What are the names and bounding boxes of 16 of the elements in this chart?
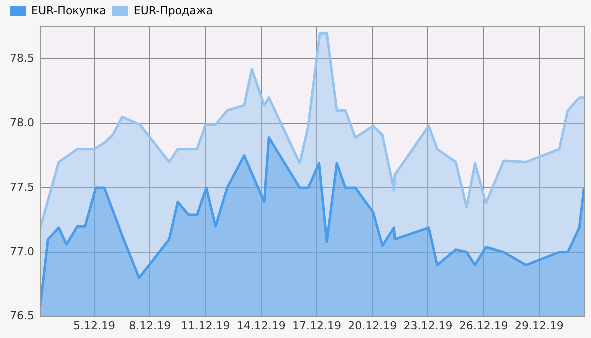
x-tick-label: 17.12.19 <box>292 319 342 332</box>
x-tick-label: 5.12.19 <box>74 319 116 332</box>
x-tick-label: 11.12.19 <box>181 319 230 332</box>
y-tick-label: 76.5 <box>10 310 34 323</box>
legend-label: EUR-Продажа <box>134 4 214 18</box>
x-tick-label: 14.12.19 <box>236 319 286 332</box>
y-tick-label: 77.0 <box>10 245 34 258</box>
x-tick-label: 29.12.19 <box>514 319 564 332</box>
y-tick-label: 78.5 <box>10 52 34 66</box>
x-tick-label: 26.12.19 <box>459 319 508 332</box>
x-tick-label: 20.12.19 <box>348 319 398 332</box>
y-tick-label: 78.0 <box>10 116 34 130</box>
y-tick-label: 77.5 <box>10 180 34 194</box>
legend-label: EUR-Покупка <box>32 4 106 18</box>
x-tick-label: 8.12.19 <box>129 319 172 332</box>
x-tick-label: 23.12.19 <box>404 319 453 332</box>
